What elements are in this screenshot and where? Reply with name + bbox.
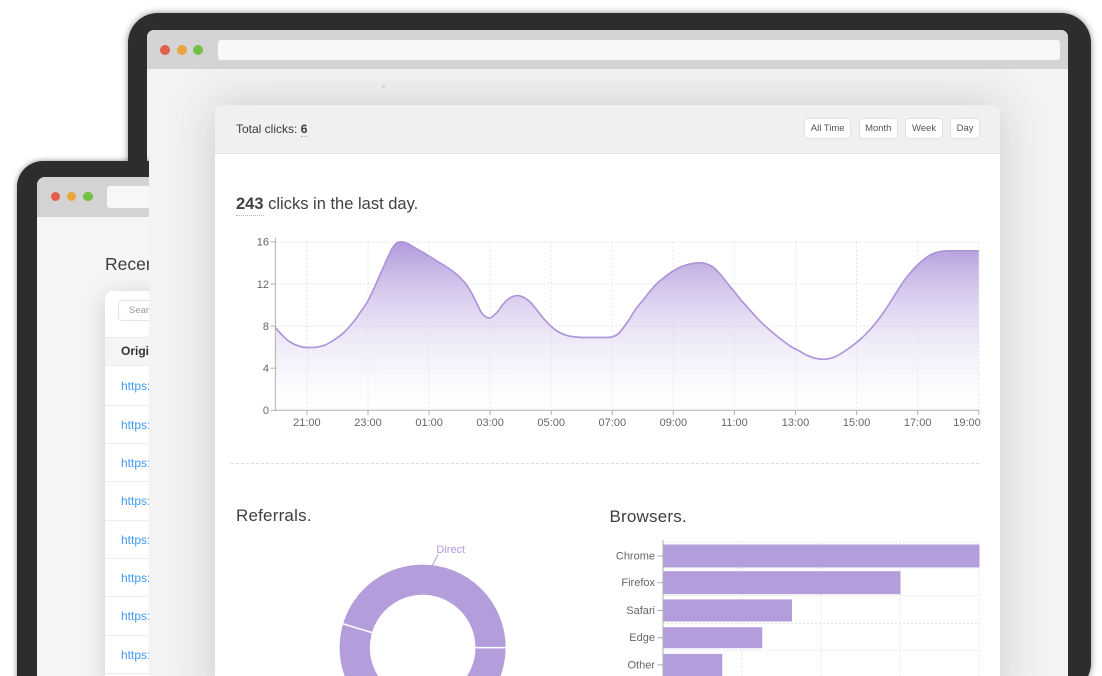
svg-text:Firefox: Firefox bbox=[621, 577, 655, 589]
svg-text:13:00: 13:00 bbox=[782, 417, 810, 429]
svg-text:11:00: 11:00 bbox=[721, 417, 748, 429]
svg-text:23:00: 23:00 bbox=[354, 417, 382, 429]
svg-text:19:00: 19:00 bbox=[953, 417, 981, 429]
svg-text:Edge: Edge bbox=[629, 632, 655, 644]
svg-text:15:00: 15:00 bbox=[843, 417, 871, 429]
svg-text:21:00: 21:00 bbox=[293, 417, 321, 429]
svg-text:17:00: 17:00 bbox=[904, 417, 932, 429]
svg-text:0: 0 bbox=[263, 405, 269, 417]
svg-text:01:00: 01:00 bbox=[415, 417, 443, 429]
svg-text:09:00: 09:00 bbox=[660, 417, 688, 429]
svg-text:Safari: Safari bbox=[626, 605, 655, 617]
svg-text:12: 12 bbox=[257, 279, 269, 291]
svg-text:07:00: 07:00 bbox=[599, 417, 627, 429]
svg-text:8: 8 bbox=[263, 321, 269, 333]
svg-text:Direct: Direct bbox=[436, 544, 465, 556]
svg-text:4: 4 bbox=[263, 363, 269, 375]
svg-text:03:00: 03:00 bbox=[476, 417, 504, 429]
svg-text:16: 16 bbox=[257, 237, 269, 249]
svg-text:05:00: 05:00 bbox=[537, 417, 565, 429]
svg-text:Other: Other bbox=[627, 659, 655, 671]
svg-text:Chrome: Chrome bbox=[616, 551, 655, 563]
